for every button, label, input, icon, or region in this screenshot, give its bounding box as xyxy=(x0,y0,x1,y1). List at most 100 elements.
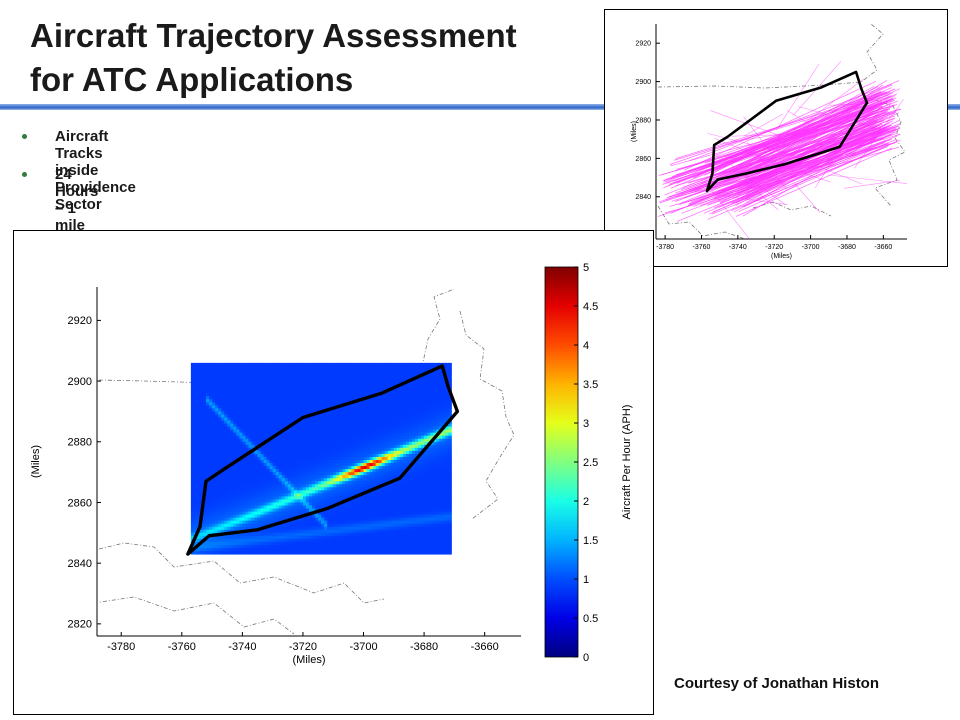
heat-cell xyxy=(290,487,295,491)
heat-cell xyxy=(351,414,355,418)
heat-cell xyxy=(209,387,213,391)
heat-cell xyxy=(357,453,361,458)
heat-cell xyxy=(448,496,452,500)
heat-cell xyxy=(284,459,289,464)
heat-cell xyxy=(315,490,319,494)
heat-cell xyxy=(421,420,425,425)
heat-cell xyxy=(351,472,355,476)
heat-cell xyxy=(396,438,401,443)
heat-cell xyxy=(299,408,304,412)
heat-cell xyxy=(384,490,389,494)
heat-cell xyxy=(348,441,352,446)
heat-cell xyxy=(318,402,322,406)
heat-cell xyxy=(405,432,410,437)
heat-cell xyxy=(336,469,340,473)
heat-cell xyxy=(360,420,365,425)
heat-cell xyxy=(245,490,249,494)
heat-cell xyxy=(399,487,404,491)
heat-cell xyxy=(366,475,371,479)
heat-cell xyxy=(339,408,343,412)
heat-cell xyxy=(251,414,255,418)
heat-cell xyxy=(315,438,319,443)
heat-cell xyxy=(215,520,219,525)
heat-cell xyxy=(278,405,283,409)
heat-cell xyxy=(193,481,198,485)
heat-cell xyxy=(390,484,395,488)
heat-cell xyxy=(245,384,249,388)
heat-cell xyxy=(309,484,313,488)
heat-cell xyxy=(290,371,295,376)
heat-cell xyxy=(324,453,328,458)
heat-cell xyxy=(387,484,392,488)
heat-cell xyxy=(224,472,228,476)
heat-cell xyxy=(330,469,334,473)
heat-cell xyxy=(209,441,213,446)
heat-cell xyxy=(251,469,255,473)
heat-cell xyxy=(230,411,234,415)
heat-cell xyxy=(293,466,298,470)
heat-cell xyxy=(415,450,419,455)
heat-cell xyxy=(366,387,371,391)
heat-cell xyxy=(260,371,265,376)
heat-cell xyxy=(411,420,416,425)
heat-cell xyxy=(324,444,328,449)
heat-cell xyxy=(330,453,334,458)
heat-cell xyxy=(418,456,422,461)
heat-cell xyxy=(199,493,204,497)
heat-cell xyxy=(239,484,243,488)
heat-cell xyxy=(402,523,407,528)
heat-cell xyxy=(266,384,271,388)
heat-cell xyxy=(360,368,365,373)
heat-cell xyxy=(224,368,228,373)
heat-cell xyxy=(439,514,443,519)
heat-cell xyxy=(233,517,237,522)
heat-cell xyxy=(333,414,337,418)
heat-cell xyxy=(399,405,404,409)
heat-cell xyxy=(357,459,361,464)
aircraft-track xyxy=(827,174,907,184)
heat-cell xyxy=(439,435,443,440)
heat-cell xyxy=(260,423,265,428)
heat-cell xyxy=(366,472,371,476)
heat-cell xyxy=(390,514,395,519)
heat-cell xyxy=(372,505,377,510)
heat-cell xyxy=(257,368,262,373)
heat-cell xyxy=(233,444,237,449)
heat-cell xyxy=(411,381,416,385)
heat-cell xyxy=(433,514,437,519)
heat-cell xyxy=(324,466,328,470)
heat-cell xyxy=(212,375,216,379)
heat-cell xyxy=(309,438,313,443)
heat-cell xyxy=(309,514,313,519)
heat-cell xyxy=(348,484,352,488)
heat-cell xyxy=(430,384,434,388)
heat-cell xyxy=(345,414,349,418)
heat-cell xyxy=(254,429,259,434)
heat-cell xyxy=(302,432,307,437)
heat-cell xyxy=(372,475,377,479)
heat-cell xyxy=(372,496,377,500)
aircraft-track xyxy=(745,128,900,198)
heat-cell xyxy=(327,393,331,397)
heat-cell xyxy=(221,399,225,403)
heat-cell xyxy=(299,426,304,431)
heat-cell xyxy=(439,450,443,455)
heat-cell xyxy=(275,435,280,440)
heat-cell xyxy=(260,481,265,485)
heat-cell xyxy=(309,399,313,403)
heat-cell xyxy=(227,429,231,434)
heat-cell xyxy=(448,517,452,522)
heat-cell xyxy=(363,481,368,485)
heat-cell xyxy=(384,459,389,464)
heat-cell xyxy=(360,463,365,467)
heat-cell xyxy=(408,450,413,455)
heat-cell xyxy=(424,441,428,446)
heat-cell xyxy=(408,411,413,415)
heat-cell xyxy=(221,456,225,461)
heat-cell xyxy=(424,459,428,464)
heat-cell xyxy=(290,396,295,400)
heat-cell xyxy=(384,517,389,522)
heat-cell xyxy=(209,371,213,376)
heat-cell xyxy=(290,478,295,482)
heat-cell xyxy=(327,502,331,507)
